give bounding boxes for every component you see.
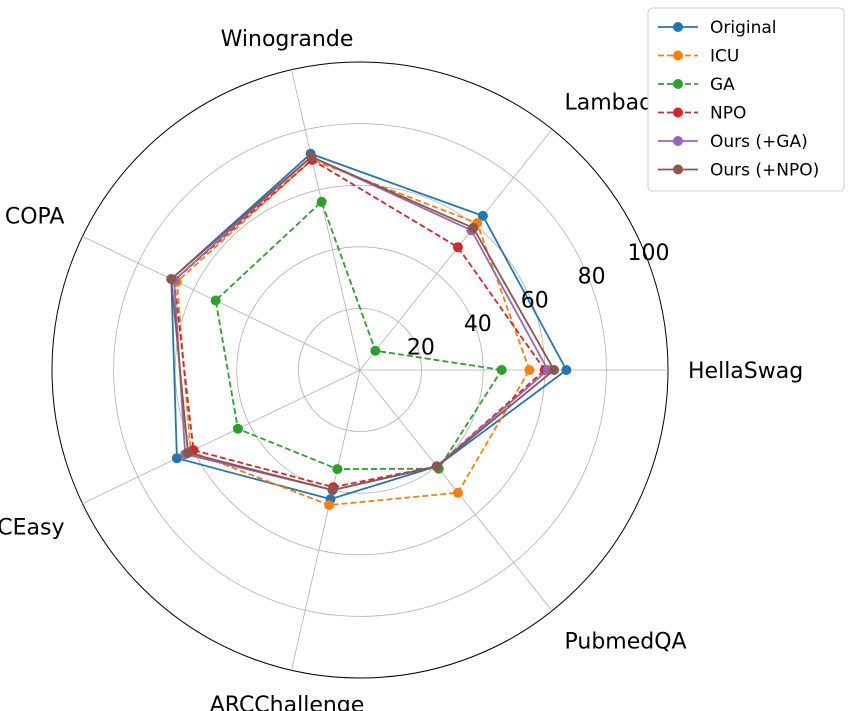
series-3: [169, 154, 550, 493]
series-0: [166, 148, 572, 505]
series-line-4: [173, 155, 550, 492]
legend-label: ICU: [710, 47, 739, 67]
spoke-5: [291, 369, 361, 671]
legend-box: [647, 7, 845, 192]
series-2: [210, 196, 507, 475]
legend-marker-0: [673, 22, 683, 32]
series-4: [169, 151, 553, 496]
series-5: [166, 151, 560, 496]
point-1-6: [452, 487, 463, 498]
point-2-3: [210, 295, 221, 306]
legend-label: Original: [710, 18, 777, 38]
category-label: HellaSwag: [688, 359, 803, 384]
legend-marker-3: [673, 107, 683, 118]
legend-label: GA: [710, 75, 735, 95]
point-0-4: [171, 453, 182, 464]
tick-label: 40: [464, 312, 492, 337]
series-line-0: [170, 152, 568, 501]
series-line-5: [170, 155, 556, 492]
legend-label: NPO: [710, 104, 746, 124]
point-5-4: [182, 447, 193, 458]
point-5-6: [431, 461, 442, 472]
spoke-4: [82, 369, 361, 504]
spoke-2: [291, 69, 361, 371]
series-line-3: [173, 158, 546, 489]
legend-marker-1: [673, 50, 683, 61]
radar-labels: 20406080100HellaSwagLambadaWinograndeCOP…: [0, 27, 803, 711]
radar-series: [166, 148, 572, 511]
point-3-1: [452, 242, 463, 253]
tick-label: 80: [578, 265, 606, 290]
spoke-3: [82, 236, 361, 371]
point-2-4: [232, 423, 243, 434]
tick-label: 20: [407, 335, 435, 360]
point-2-2: [316, 196, 327, 207]
point-2-0: [496, 365, 507, 375]
category-label: PubmedQA: [565, 629, 687, 654]
point-5-1: [468, 222, 479, 233]
category-label: ARCEasy: [0, 515, 64, 540]
tick-label: 100: [628, 241, 670, 266]
tick-label: 60: [521, 288, 549, 313]
point-1-0: [524, 365, 535, 375]
category-label: Winogrande: [221, 27, 354, 52]
point-0-0: [561, 365, 572, 375]
legend-label: Ours (+NPO): [710, 161, 819, 181]
radar-grid: [51, 61, 669, 679]
point-0-1: [477, 210, 488, 221]
legend-label: Ours (+GA): [710, 132, 808, 152]
legend-marker-2: [673, 79, 683, 89]
legend-marker-5: [673, 164, 683, 175]
category-label: ARCChallenge: [210, 693, 365, 711]
point-5-5: [327, 485, 338, 496]
legend: Original ICU GA NPO Ours (+GA) Ours (+NPO): [647, 7, 845, 192]
point-5-2: [306, 151, 317, 162]
category-label: COPA: [5, 205, 65, 230]
point-2-5: [332, 464, 343, 475]
point-1-5: [324, 500, 335, 511]
legend-marker-4: [673, 136, 683, 146]
point-5-3: [166, 274, 177, 285]
point-5-0: [549, 365, 560, 375]
point-2-1: [370, 345, 381, 356]
series-line-2: [214, 200, 504, 471]
